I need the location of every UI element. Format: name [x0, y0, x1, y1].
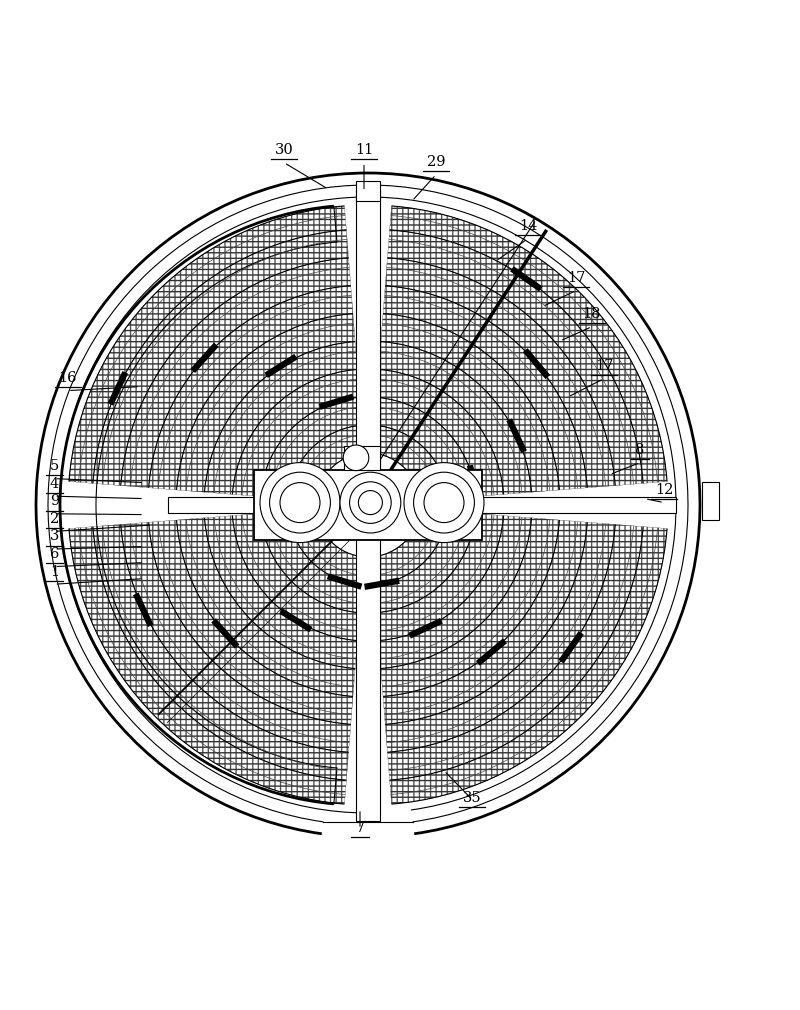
Bar	[254, 470, 482, 540]
Circle shape	[424, 483, 464, 522]
Text: 17: 17	[595, 359, 613, 373]
Wedge shape	[260, 511, 362, 613]
Wedge shape	[149, 286, 353, 490]
Wedge shape	[260, 397, 362, 499]
Wedge shape	[386, 258, 615, 488]
Wedge shape	[377, 370, 503, 497]
Wedge shape	[378, 516, 531, 669]
Wedge shape	[386, 522, 615, 752]
Wedge shape	[205, 516, 358, 669]
Text: 2: 2	[50, 512, 59, 526]
Circle shape	[270, 473, 330, 533]
Wedge shape	[121, 522, 350, 752]
Bar	[702, 482, 719, 520]
Wedge shape	[377, 513, 503, 640]
Text: 4: 4	[50, 477, 59, 491]
Bar	[380, 497, 676, 513]
Wedge shape	[372, 425, 448, 501]
Wedge shape	[288, 425, 364, 501]
Circle shape	[343, 445, 369, 471]
Text: 7: 7	[355, 820, 365, 834]
Text: 6: 6	[50, 547, 59, 561]
Bar	[356, 181, 380, 201]
Text: 14: 14	[519, 219, 537, 233]
Wedge shape	[390, 526, 667, 804]
Circle shape	[260, 463, 340, 542]
Text: 5: 5	[50, 459, 59, 473]
Bar	[344, 445, 380, 470]
Wedge shape	[233, 513, 359, 640]
Text: 35: 35	[462, 791, 482, 805]
Wedge shape	[288, 509, 364, 585]
Wedge shape	[381, 313, 559, 492]
Wedge shape	[387, 230, 643, 486]
Wedge shape	[69, 206, 346, 484]
Bar	[168, 497, 344, 513]
Wedge shape	[390, 206, 667, 484]
Circle shape	[404, 463, 484, 542]
Wedge shape	[383, 286, 587, 490]
Wedge shape	[149, 520, 353, 724]
Text: 18: 18	[582, 307, 602, 321]
Wedge shape	[177, 518, 355, 697]
Circle shape	[280, 483, 320, 522]
Wedge shape	[121, 258, 350, 488]
Text: 3: 3	[50, 529, 59, 543]
Text: 30: 30	[274, 143, 294, 157]
Wedge shape	[233, 370, 359, 497]
Text: 8: 8	[635, 443, 645, 457]
Text: 17: 17	[567, 271, 585, 285]
Text: 1: 1	[50, 565, 59, 579]
Circle shape	[414, 473, 474, 533]
Text: 12: 12	[655, 483, 673, 497]
Wedge shape	[69, 526, 346, 804]
Wedge shape	[374, 511, 476, 613]
Wedge shape	[387, 524, 643, 780]
Wedge shape	[93, 230, 349, 486]
Circle shape	[358, 491, 382, 515]
Wedge shape	[93, 524, 349, 780]
Circle shape	[350, 482, 391, 523]
Wedge shape	[374, 397, 476, 499]
Bar	[356, 189, 380, 821]
Wedge shape	[372, 509, 448, 585]
Wedge shape	[378, 341, 531, 494]
Wedge shape	[383, 520, 587, 724]
Wedge shape	[205, 341, 358, 494]
Circle shape	[340, 473, 401, 533]
Text: 11: 11	[355, 143, 373, 157]
Text: 9: 9	[50, 494, 59, 508]
Text: 29: 29	[426, 155, 446, 169]
Wedge shape	[381, 518, 559, 697]
Wedge shape	[177, 313, 355, 492]
Text: 16: 16	[58, 371, 78, 385]
